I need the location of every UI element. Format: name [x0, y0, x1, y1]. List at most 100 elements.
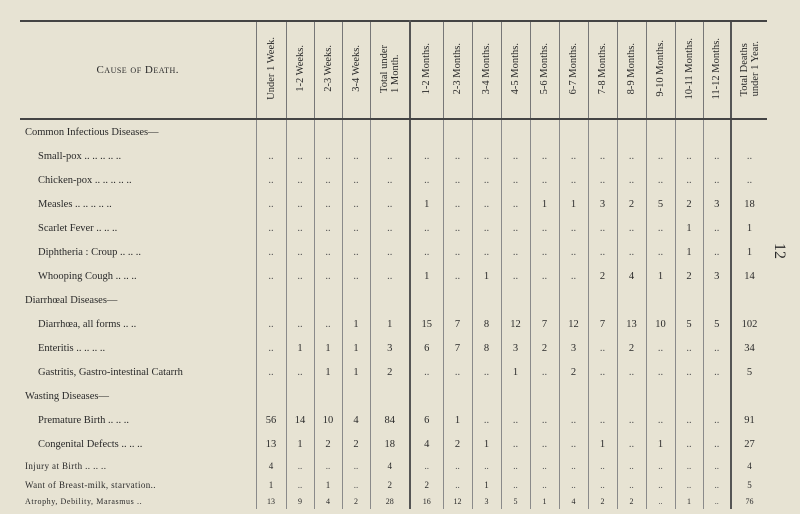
value-cell: 3 [702, 264, 731, 288]
value-cell: .. [409, 216, 443, 240]
cause-of-death-header: Cause of Death. [20, 20, 256, 120]
value-cell: .. [471, 144, 501, 168]
cause-text: Measles .. .. .. .. .. [38, 198, 112, 210]
value-cell: .. [409, 144, 443, 168]
value-cell: .. [285, 475, 314, 494]
cause-text: Diarrhœa, all forms .. .. [38, 318, 137, 330]
value-cell: .. [442, 264, 472, 288]
value-cell: .. [587, 456, 617, 475]
column-header-label: Under 1 Week. [265, 37, 277, 100]
value-cell: .. [409, 168, 443, 192]
value-cell: 5 [730, 475, 767, 494]
table-row: Small-pox .. .. .. .. ..................… [20, 144, 767, 168]
value-cell: 3 [702, 192, 731, 216]
cause-label: Small-pox .. .. .. .. .. [20, 144, 256, 168]
cause-label: Atrophy, Debility, Marasmus .. [20, 494, 256, 509]
empty-cell [616, 119, 646, 144]
cause-text: Congenital Defects .. .. .. [38, 438, 143, 450]
value-cell: 1 [442, 408, 472, 432]
empty-cell [409, 288, 443, 312]
empty-cell [702, 384, 731, 408]
value-cell: .. [341, 264, 370, 288]
value-cell: 3 [369, 336, 411, 360]
column-header: 8-9 Months. [616, 20, 646, 120]
value-cell: 1 [341, 336, 370, 360]
value-cell: .. [674, 408, 703, 432]
value-cell: .. [285, 240, 314, 264]
column-header: Total under 1 Month. [369, 20, 411, 120]
cause-label: Premature Birth .. .. .. [20, 408, 256, 432]
section-row: Common Infectious Diseases— [20, 119, 767, 144]
value-cell: 1 [285, 432, 314, 456]
value-cell: 4 [730, 456, 767, 475]
cause-label: Enteritis .. .. .. .. [20, 336, 256, 360]
value-cell: .. [616, 216, 646, 240]
empty-cell [645, 288, 675, 312]
column-header: 6-7 Months. [558, 20, 588, 120]
table-row: Diarrhœa, all forms .. ........ 1 1 15 7 8 12 7… [20, 312, 767, 336]
cause-text: Want of Breast-milk, starvation.. [25, 479, 156, 490]
value-cell: .. [255, 312, 286, 336]
value-cell: .. [587, 360, 617, 384]
value-cell: 1 [645, 264, 675, 288]
value-cell: 28 [369, 494, 411, 509]
column-header-label: 1-2 Weeks. [294, 45, 306, 92]
value-cell: .. [645, 144, 675, 168]
value-cell: 2 [341, 494, 370, 509]
column-header: 5-6 Months. [529, 20, 559, 120]
cause-label: Measles .. .. .. .. .. [20, 192, 256, 216]
value-cell: 3 [471, 494, 501, 509]
table-row: Gastritis, Gastro-intestinal Catarrh....… [20, 360, 767, 384]
value-cell: .. [529, 456, 559, 475]
value-cell: .. [730, 144, 767, 168]
value-cell: 9 [285, 494, 314, 509]
empty-cell [409, 119, 443, 144]
value-cell: .. [587, 475, 617, 494]
value-cell: 7 [587, 312, 617, 336]
column-header-label: Total under 1 Month. [378, 44, 401, 93]
cause-label: Scarlet Fever .. .. .. [20, 216, 256, 240]
value-cell: .. [616, 168, 646, 192]
value-cell: .. [369, 144, 411, 168]
value-cell: .. [587, 144, 617, 168]
value-cell: .. [341, 456, 370, 475]
column-header-label: 3-4 Weeks. [350, 45, 362, 92]
value-cell: 12 [558, 312, 588, 336]
value-cell: 10 [313, 408, 342, 432]
cause-text: Gastritis, Gastro-intestinal Catarrh [38, 366, 183, 378]
value-cell: .. [645, 168, 675, 192]
value-cell: 2 [674, 192, 703, 216]
value-cell: 2 [529, 336, 559, 360]
value-cell: .. [285, 168, 314, 192]
value-cell: .. [255, 264, 286, 288]
empty-cell [616, 384, 646, 408]
empty-cell [369, 288, 411, 312]
value-cell: .. [341, 475, 370, 494]
value-cell: .. [702, 475, 731, 494]
value-cell: 7 [529, 312, 559, 336]
empty-cell [255, 384, 286, 408]
empty-cell [313, 288, 342, 312]
value-cell: .. [558, 216, 588, 240]
value-cell: 1 [674, 494, 703, 509]
value-cell: 4 [255, 456, 286, 475]
value-cell: .. [500, 432, 530, 456]
value-cell: 4 [409, 432, 443, 456]
value-cell: 1 [409, 264, 443, 288]
value-cell: 2 [341, 432, 370, 456]
value-cell: .. [558, 432, 588, 456]
value-cell: .. [369, 168, 411, 192]
infant-mortality-table: Cause of Death. Under 1 Week. 1-2 Weeks. 2… [20, 20, 767, 509]
value-cell: .. [313, 240, 342, 264]
column-header-label: 5-6 Months. [539, 42, 550, 95]
empty-cell [409, 384, 443, 408]
empty-cell [702, 119, 731, 144]
value-cell: .. [674, 456, 703, 475]
column-header-label: 9-10 Months. [655, 40, 666, 97]
column-header: 3-4 Months. [471, 20, 501, 120]
value-cell: 8 [471, 312, 501, 336]
empty-cell [255, 288, 286, 312]
value-cell: .. [442, 192, 472, 216]
value-cell: .. [702, 336, 731, 360]
value-cell: 2 [558, 360, 588, 384]
